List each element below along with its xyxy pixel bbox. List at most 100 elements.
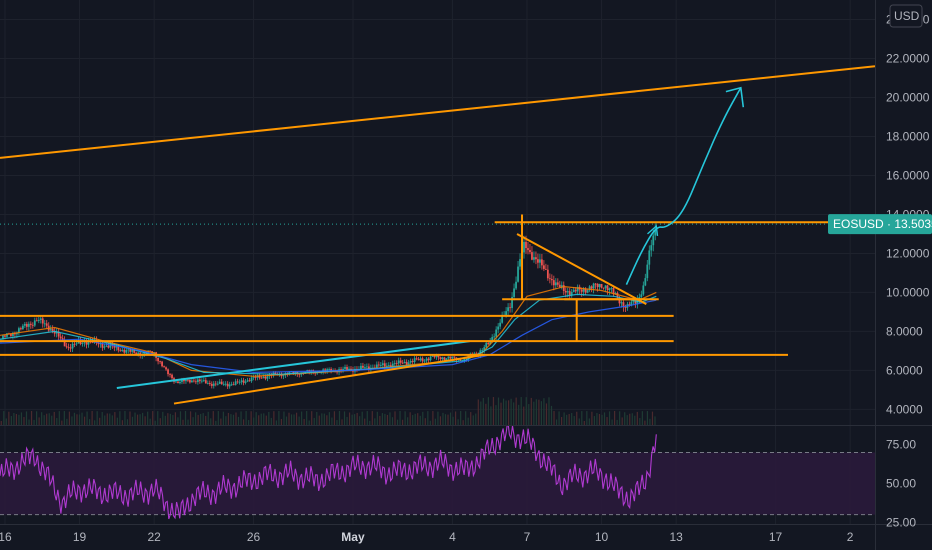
candle-body [167, 369, 169, 375]
volume-bar [232, 414, 235, 425]
volume-bar [603, 412, 606, 425]
volume-bar [41, 412, 43, 425]
volume-bar [444, 414, 447, 425]
candle-body [618, 297, 621, 304]
price-tick-label: 22.0000 [886, 51, 930, 65]
rsi-tick-label: 75.00 [886, 438, 916, 452]
volume-bar [192, 417, 194, 425]
candle-body [606, 285, 609, 291]
volume-bar [391, 417, 394, 425]
candle-body [21, 325, 24, 330]
candle-body [385, 365, 388, 367]
candle-body [214, 383, 217, 385]
volume-bar [89, 419, 91, 425]
volume-bar [33, 419, 35, 425]
candle-body [266, 376, 269, 379]
volume-bar [220, 418, 222, 425]
candle-body [598, 284, 601, 288]
candle-body [393, 363, 396, 364]
volume-bar [68, 411, 71, 425]
candle-body [37, 319, 40, 321]
volume-bar [568, 414, 570, 425]
volume-bar [91, 411, 93, 425]
candle-body [69, 347, 72, 349]
volume-bar [447, 414, 449, 425]
candle-body [177, 381, 179, 384]
candle-body [169, 374, 171, 375]
volume-bar [543, 398, 545, 425]
volume-bar [442, 412, 444, 425]
volume-bar [157, 411, 159, 425]
volume-bar [147, 411, 149, 425]
volume-bar [142, 412, 144, 425]
candle-body [646, 264, 649, 279]
volume-bar [248, 420, 250, 425]
candle-body [181, 379, 183, 382]
candle-body [282, 375, 285, 377]
volume-bar [472, 415, 474, 425]
volume-bar [460, 411, 462, 425]
candle-body [218, 381, 221, 384]
volume-bar [328, 412, 330, 425]
volume-bar [3, 411, 5, 425]
candle-body [121, 349, 124, 352]
volume-bar [611, 419, 613, 425]
candle-body [61, 338, 64, 340]
volume-bar [576, 411, 578, 425]
candle-body [159, 361, 161, 363]
candle-body [451, 356, 454, 359]
candle-body [539, 259, 541, 263]
candle-body [63, 339, 66, 347]
volume-bar [550, 405, 553, 425]
volume-bar [215, 420, 217, 425]
candle-body [236, 381, 239, 383]
volume-bar [361, 411, 363, 425]
volume-bar [78, 414, 81, 425]
price-tick-label: 10.0000 [886, 285, 930, 299]
candle-body [234, 381, 237, 385]
volume-bar [558, 411, 560, 425]
candle-body [596, 283, 599, 288]
candle-body [535, 257, 537, 260]
candle-body [292, 371, 295, 374]
volume-bar [495, 405, 497, 425]
candle-body [588, 286, 591, 291]
volume-bar [184, 411, 187, 425]
volume-bar [369, 420, 371, 425]
candle-body [232, 384, 235, 386]
volume-bar [424, 418, 426, 425]
time-tick-label: 22 [147, 530, 161, 544]
volume-bar [502, 398, 505, 425]
candle-body [527, 248, 529, 251]
volume-bar [490, 406, 492, 425]
candle-body [115, 346, 118, 348]
candle-body [642, 285, 645, 295]
volume-bar [270, 417, 272, 425]
volume-bar [505, 400, 507, 425]
volume-bar [593, 416, 596, 425]
candle-body [113, 345, 116, 348]
volume-bar [497, 397, 500, 425]
candle-body [238, 381, 241, 383]
volume-bar [63, 411, 65, 425]
candle-body [515, 281, 517, 289]
candle-body [419, 358, 422, 361]
candle-body [433, 355, 436, 358]
volume-bar [38, 417, 40, 425]
candle-body [523, 241, 525, 253]
volume-bar [71, 416, 73, 425]
candle-body [413, 358, 416, 362]
candle-body [185, 379, 187, 382]
time-tick-label: 4 [449, 530, 456, 544]
candle-body [326, 369, 329, 371]
projection-arrow-head [725, 86, 745, 108]
candle-body [350, 368, 352, 370]
candle-body [75, 343, 78, 345]
volume-bar [217, 411, 219, 425]
candle-body [594, 283, 597, 285]
volume-bar [432, 411, 434, 425]
candle-body [109, 344, 112, 348]
candle-body [485, 342, 488, 348]
volume-bar [449, 412, 452, 425]
candle-body [399, 360, 402, 363]
